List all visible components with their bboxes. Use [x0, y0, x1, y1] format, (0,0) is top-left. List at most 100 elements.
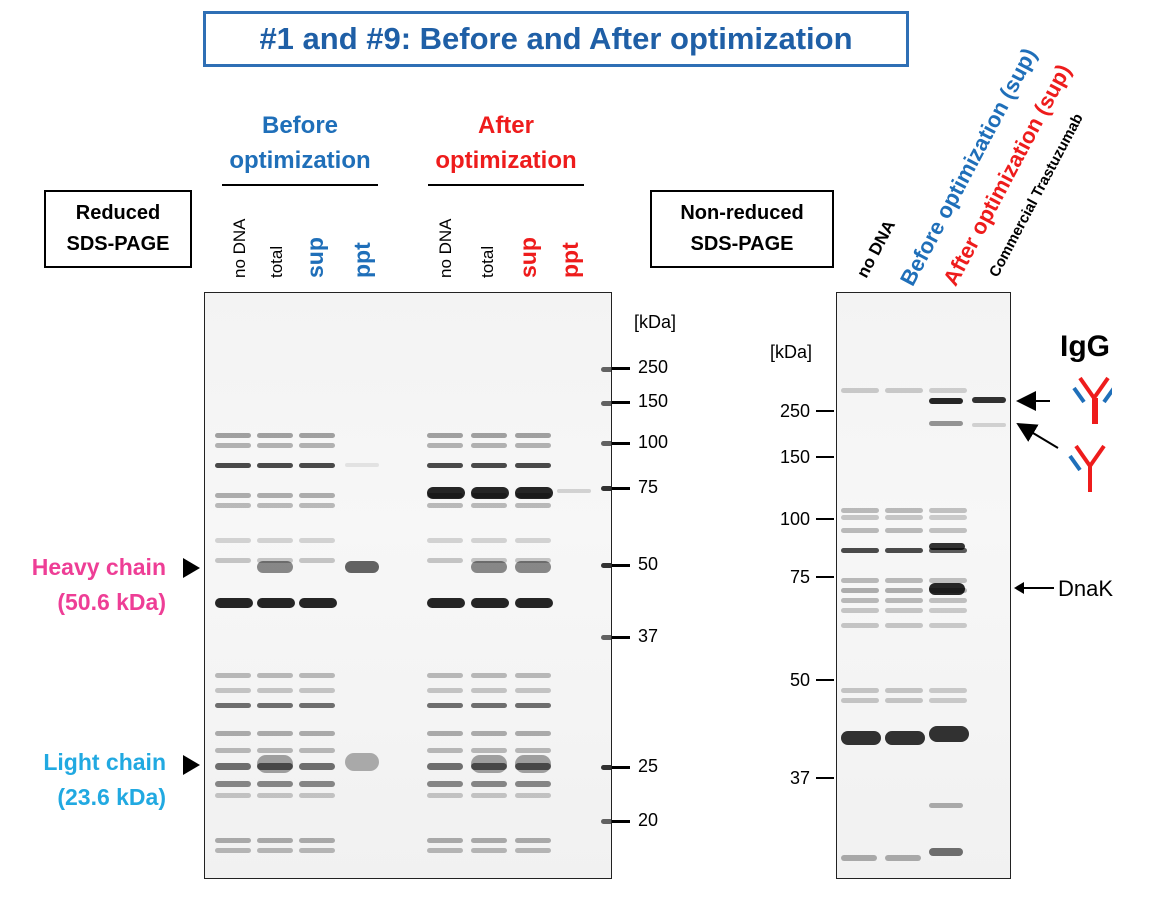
gel-band	[601, 563, 611, 568]
gel-band	[929, 698, 967, 703]
gel-band	[257, 793, 293, 798]
marker-label: 250	[779, 401, 810, 421]
marker-label: 100	[638, 432, 669, 452]
gel-band	[841, 548, 879, 553]
page-title: #1 and #9: Before and After optimization	[259, 21, 853, 56]
reduced-kda-label: [kDa]	[634, 312, 677, 332]
light-chain-label: Light chain (23.6 kDa)	[0, 745, 166, 815]
gel-band	[471, 763, 507, 770]
gel-band	[557, 489, 591, 493]
gel-band	[299, 748, 335, 753]
gel-band	[427, 463, 463, 468]
gel-band	[215, 731, 251, 736]
gel-band	[515, 748, 551, 753]
gel-band	[841, 598, 879, 603]
gel-band	[215, 838, 251, 843]
nonreduced-label-line1: Non-reduced	[680, 202, 804, 224]
marker-label: 37	[638, 626, 659, 646]
igg-label: IgG	[1060, 330, 1110, 363]
marker-label: 250	[638, 357, 669, 377]
gel-band	[299, 793, 335, 798]
gel-band	[471, 781, 507, 787]
reduced-gel-bands	[215, 367, 611, 853]
marker-label: 150	[779, 447, 810, 467]
gel-band	[885, 515, 923, 520]
gel-band	[841, 731, 881, 745]
gel-band	[427, 731, 463, 736]
marker-label: 75	[789, 567, 810, 587]
gel-band	[257, 688, 293, 693]
nonreduced-lane-label: no DNA	[853, 216, 900, 281]
gel-band	[299, 493, 335, 498]
gel-band	[471, 755, 507, 773]
light-chain-arrow-icon	[183, 755, 200, 775]
gel-band	[841, 698, 879, 703]
gel-band	[885, 528, 923, 533]
gel-band	[427, 688, 463, 693]
reduced-gel-image	[204, 292, 612, 879]
gel-band	[929, 578, 967, 583]
reduced-lane-label: total	[478, 245, 497, 278]
gel-band	[515, 443, 551, 448]
gel-band	[929, 608, 967, 613]
heavy-chain-arrow-icon	[183, 558, 200, 578]
gel-band	[841, 508, 879, 513]
gel-band	[257, 673, 293, 678]
gel-band	[841, 388, 879, 393]
gel-band	[515, 755, 551, 773]
gel-band	[257, 781, 293, 787]
gel-band	[257, 493, 293, 498]
reduced-lane-label: sup	[302, 237, 328, 278]
before-group-line2: optimization	[229, 147, 371, 174]
nonreduced-label-line2: SDS-PAGE	[690, 233, 794, 255]
gel-band	[471, 443, 507, 448]
heavy-chain-line1: Heavy chain	[31, 554, 166, 580]
gel-band	[427, 848, 463, 853]
gel-band	[515, 503, 551, 508]
gel-band	[972, 397, 1006, 403]
after-group-line2: optimization	[435, 147, 577, 174]
gel-band	[885, 598, 923, 603]
gel-band	[515, 433, 551, 438]
gel-band	[471, 793, 507, 798]
gel-band	[215, 503, 251, 508]
gel-band	[885, 548, 923, 553]
gel-band	[885, 508, 923, 513]
gel-band	[929, 398, 963, 404]
nonreduced-kda-label: [kDa]	[770, 342, 813, 362]
gel-band	[427, 538, 463, 543]
light-chain-line2: (23.6 kDa)	[57, 784, 166, 810]
gel-band	[929, 583, 965, 595]
gel-band	[215, 848, 251, 853]
gel-band	[427, 673, 463, 678]
gel-band	[841, 608, 879, 613]
gel-band	[515, 561, 551, 573]
gel-band	[427, 443, 463, 448]
marker-label: 37	[789, 768, 810, 788]
gel-band	[929, 388, 967, 393]
gel-band	[471, 487, 509, 499]
after-group-line1: After	[477, 112, 534, 139]
gel-band	[471, 433, 507, 438]
gel-band	[515, 793, 551, 798]
gel-band	[299, 731, 335, 736]
gel-band	[299, 688, 335, 693]
marker-label: 50	[638, 554, 659, 574]
gel-band	[929, 848, 963, 856]
title-box: #1 and #9: Before and After optimization	[203, 11, 909, 67]
gel-band	[299, 443, 335, 448]
light-chain-line1: Light chain	[43, 749, 166, 775]
marker-label: 150	[638, 391, 669, 411]
gel-band	[515, 487, 553, 499]
dnak-label: DnaK	[1058, 576, 1114, 601]
gel-band	[299, 763, 335, 770]
gel-band	[471, 731, 507, 736]
gel-band	[601, 441, 611, 446]
gel-band	[601, 635, 611, 640]
gel-band	[299, 781, 335, 787]
gel-band	[885, 608, 923, 613]
marker-label: 25	[638, 756, 659, 776]
gel-band	[257, 848, 293, 853]
gel-band	[515, 763, 551, 770]
gel-band	[929, 726, 969, 742]
